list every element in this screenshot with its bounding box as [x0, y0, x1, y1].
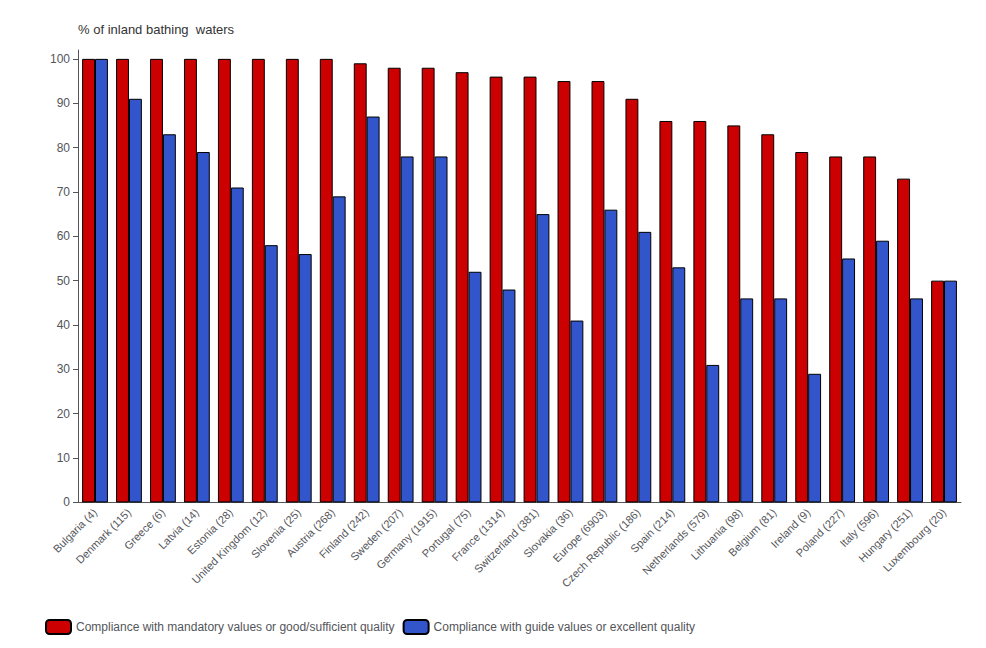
svg-text:Netherlands (579): Netherlands (579): [639, 506, 711, 577]
svg-text:Italy (596): Italy (596): [837, 506, 881, 550]
svg-text:% of inland bathing waters: % of inland bathing waters: [78, 22, 235, 37]
svg-text:Greece (6): Greece (6): [121, 506, 168, 552]
svg-text:United Kingdom (12): United Kingdom (12): [189, 506, 269, 586]
svg-text:10: 10: [57, 451, 71, 465]
svg-text:Finland (242): Finland (242): [316, 506, 371, 561]
svg-text:Germany (1915): Germany (1915): [374, 506, 439, 571]
svg-text:Lithuania (98): Lithuania (98): [688, 506, 745, 563]
svg-text:Compliance with guide values o: Compliance with guide values or excellen…: [434, 620, 695, 634]
svg-text:Slovenia (25): Slovenia (25): [248, 506, 303, 561]
svg-text:40: 40: [57, 318, 71, 332]
svg-text:France (1314): France (1314): [449, 506, 507, 564]
svg-text:Bulgaria (4): Bulgaria (4): [50, 506, 100, 555]
svg-text:70: 70: [57, 185, 71, 199]
svg-text:Europe (6903): Europe (6903): [550, 506, 609, 565]
svg-text:80: 80: [57, 141, 71, 155]
svg-text:Belgium (81): Belgium (81): [726, 506, 779, 559]
svg-text:Slovakia (36): Slovakia (36): [520, 506, 575, 560]
svg-text:Denmark (115): Denmark (115): [73, 506, 133, 566]
svg-text:0: 0: [63, 495, 70, 509]
svg-text:Luxembourg (20): Luxembourg (20): [881, 506, 949, 574]
svg-text:Austria (268): Austria (268): [284, 506, 337, 560]
svg-text:Sweden (207): Sweden (207): [348, 506, 405, 563]
svg-text:20: 20: [57, 407, 71, 421]
svg-text:30: 30: [57, 362, 71, 376]
svg-text:Hungary (251): Hungary (251): [856, 506, 915, 565]
svg-text:Latvia (14): Latvia (14): [155, 506, 202, 552]
svg-text:Portugal (75): Portugal (75): [419, 506, 473, 560]
svg-text:Ireland (9): Ireland (9): [768, 506, 813, 551]
svg-text:Estonia (28): Estonia (28): [184, 506, 236, 557]
svg-text:Poland (227): Poland (227): [793, 506, 846, 559]
svg-text:100: 100: [50, 52, 70, 66]
svg-text:Czech Republic (186): Czech Republic (186): [559, 506, 643, 590]
svg-text:Switzerland (381): Switzerland (381): [471, 506, 541, 576]
svg-text:50: 50: [57, 274, 71, 288]
svg-text:90: 90: [57, 96, 71, 110]
svg-text:60: 60: [57, 229, 71, 243]
svg-text:Compliance with mandatory valu: Compliance with mandatory values or good…: [76, 620, 395, 634]
svg-text:Spain (214): Spain (214): [627, 506, 677, 555]
